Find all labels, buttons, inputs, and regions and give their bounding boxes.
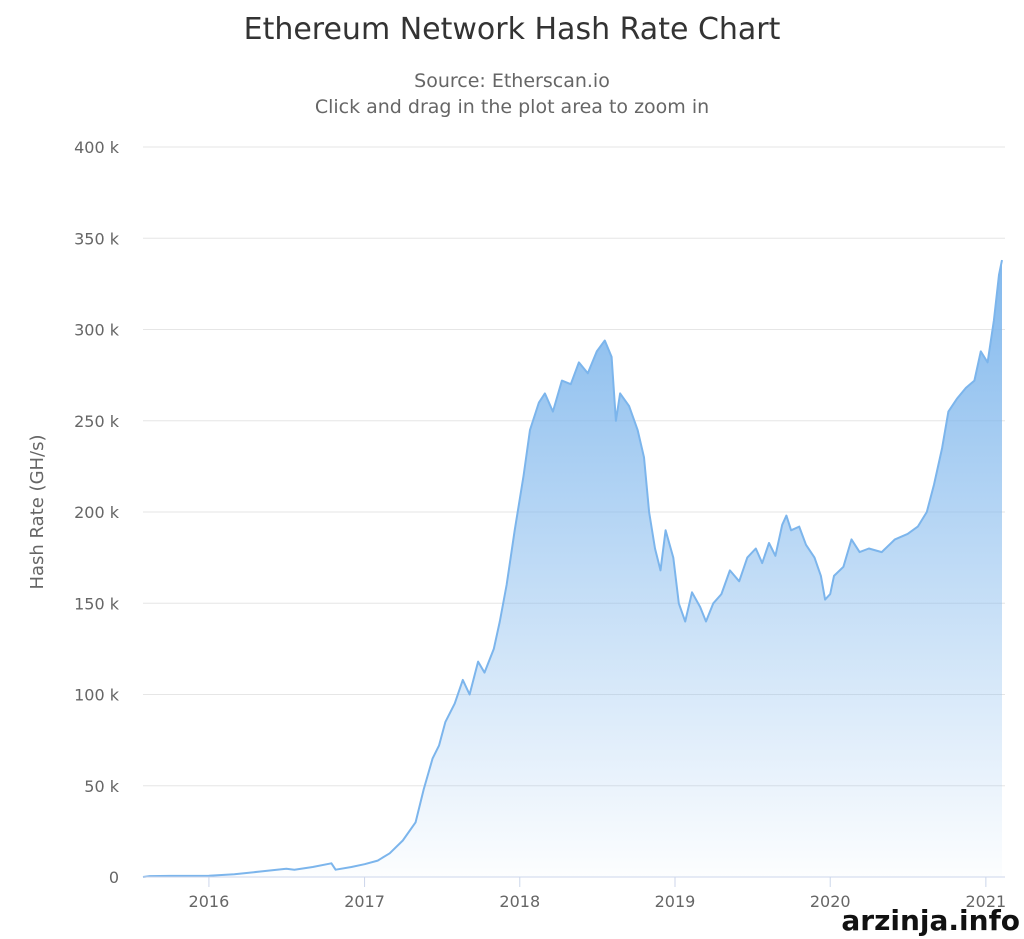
- y-tick-label: 250 k: [74, 412, 120, 431]
- y-tick-label: 300 k: [74, 321, 120, 340]
- y-tick-label: 200 k: [74, 503, 120, 522]
- x-tick-label: 2020: [810, 892, 851, 911]
- axes: 0 50 k 100 k 150 k 200 k 250 k 300 k 350 k 400 k…: [74, 138, 1006, 911]
- x-tick-label: 2018: [499, 892, 540, 911]
- y-tick-label: 350 k: [74, 229, 120, 248]
- chart-subtitle-zoom-hint: Click and drag in the plot area to zoom …: [314, 96, 710, 118]
- x-tick-label: 2017: [344, 892, 385, 911]
- chart-title: Ethereum Network Hash Rate Chart: [243, 12, 781, 47]
- y-tick-label: 150 k: [74, 594, 120, 613]
- x-tick-label: 2021: [966, 892, 1007, 911]
- x-tick-label: 2019: [655, 892, 696, 911]
- y-tick-label: 50 k: [84, 777, 119, 796]
- x-tick-label: 2016: [189, 892, 230, 911]
- plot-area[interactable]: [142, 259, 1003, 878]
- watermark: arzinja.info: [841, 904, 1020, 937]
- series-line[interactable]: [142, 259, 1003, 878]
- chart-subtitle-source: Source: Etherscan.io: [414, 70, 610, 92]
- y-axis-label: Hash Rate (GH/s): [27, 434, 48, 589]
- y-tick-label: 0: [109, 868, 119, 887]
- series-area: [143, 260, 1002, 878]
- y-tick-label: 400 k: [74, 138, 120, 157]
- y-tick-label: 100 k: [74, 686, 120, 705]
